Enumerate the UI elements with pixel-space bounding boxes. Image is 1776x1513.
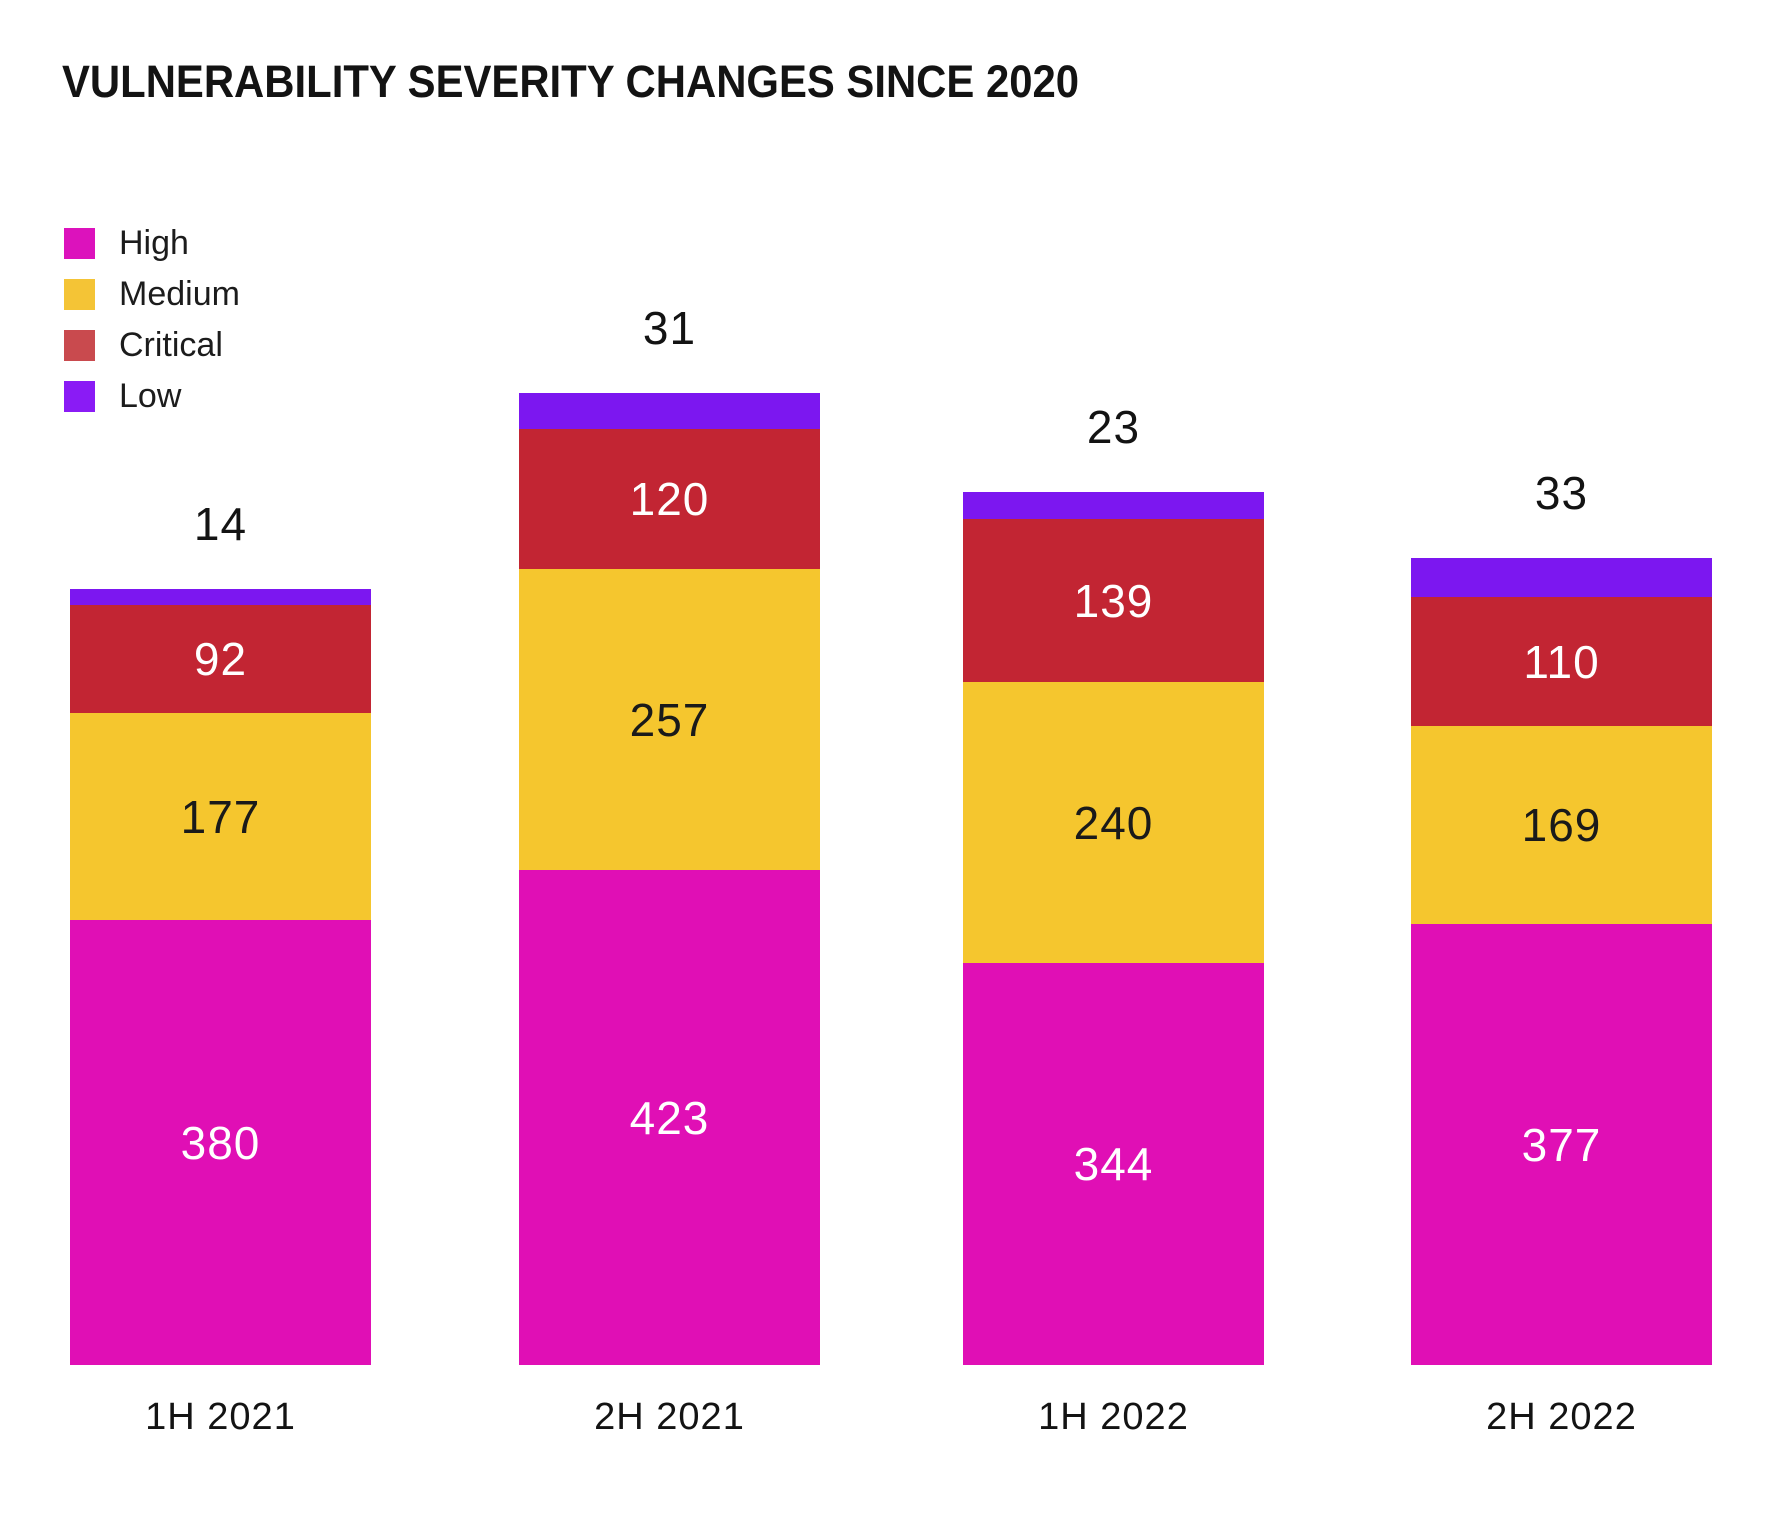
bar-group-1h-2022: 23 139 240 344 (963, 404, 1264, 1365)
bar-segment-low (1411, 558, 1712, 597)
bar-segment-medium: 177 (70, 713, 371, 920)
bar-low-count-label: 23 (1086, 401, 1141, 453)
bar-low-count-label: 31 (642, 302, 697, 354)
legend-item-medium: Medium (64, 277, 240, 311)
bar-segment-low (70, 589, 371, 605)
bar-segment-critical: 139 (963, 519, 1264, 682)
bar-segment-low (519, 393, 820, 429)
x-axis-label-2h-2021: 2H 2021 (594, 1396, 745, 1438)
chart-title: VULNERABILITY SEVERITY CHANGES SINCE 202… (62, 56, 1080, 107)
bar-segment-high: 380 (70, 920, 371, 1365)
legend-swatch-medium (64, 278, 95, 310)
bar-segment-value: 139 (1073, 574, 1154, 627)
bar-low-count-label: 14 (193, 498, 248, 550)
legend-swatch-high (64, 227, 95, 259)
bar-segment-value: 257 (629, 693, 710, 746)
bar-segment-high: 344 (963, 963, 1264, 1365)
x-axis-label-1h-2022: 1H 2022 (1038, 1396, 1189, 1438)
bar-group-2h-2022: 33 110 169 377 (1411, 470, 1712, 1365)
bar-segment-critical: 120 (519, 429, 820, 569)
bar-segment-value: 377 (1521, 1118, 1602, 1171)
bar-segment-value: 110 (1523, 635, 1600, 688)
bar-segment-value: 240 (1073, 796, 1154, 849)
bar-segment-value: 423 (629, 1091, 710, 1144)
legend-label: High (119, 224, 189, 262)
bar-segment-high: 423 (519, 870, 820, 1365)
bar-group-1h-2021: 14 92 177 380 (70, 501, 371, 1365)
legend-item-high: High (64, 226, 240, 260)
bar-segment-critical: 110 (1411, 597, 1712, 726)
bar-segment-value: 344 (1073, 1138, 1154, 1190)
bar-segment-low (963, 492, 1264, 519)
bar-segment-medium: 169 (1411, 726, 1712, 924)
legend-swatch-critical (64, 329, 95, 361)
bar-segment-medium: 240 (963, 682, 1264, 963)
bar-segment-value: 92 (193, 633, 248, 685)
bar-segment-critical: 92 (70, 605, 371, 713)
bar-group-2h-2021: 31 120 257 423 (519, 305, 820, 1365)
bar-segment-medium: 257 (519, 569, 820, 870)
legend-item-low: Low (64, 379, 240, 413)
bar-segment-high: 377 (1411, 924, 1712, 1365)
x-axis-label-1h-2021: 1H 2021 (145, 1396, 296, 1438)
bar-low-count-label: 33 (1534, 467, 1589, 519)
legend-label: Low (119, 377, 182, 415)
x-axis-label-2h-2022: 2H 2022 (1486, 1396, 1637, 1438)
bar-segment-value: 177 (180, 790, 261, 843)
legend-item-critical: Critical (64, 328, 240, 362)
legend-label: Critical (119, 326, 223, 364)
legend-label: Medium (119, 275, 240, 313)
bar-segment-value: 380 (180, 1116, 261, 1169)
legend: High Medium Critical Low (64, 226, 240, 413)
bar-segment-value: 169 (1521, 799, 1602, 851)
legend-swatch-low (64, 380, 95, 412)
bar-segment-value: 120 (629, 473, 710, 525)
